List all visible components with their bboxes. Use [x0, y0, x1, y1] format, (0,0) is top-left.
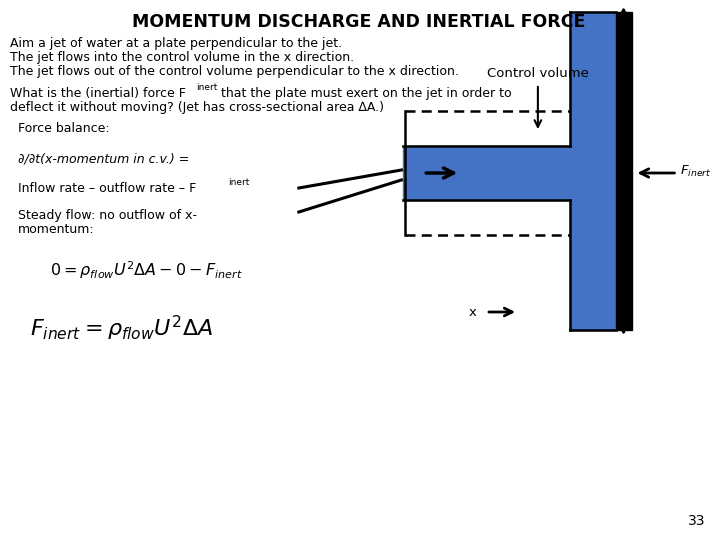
- Text: Inflow rate – outflow rate – F: Inflow rate – outflow rate – F: [18, 182, 196, 195]
- Text: deflect it without moving? (Jet has cross-sectional area ∆A.): deflect it without moving? (Jet has cros…: [10, 101, 384, 114]
- Text: $0 = \rho_{flow}U^{2}\Delta A - 0 - F_{inert}$: $0 = \rho_{flow}U^{2}\Delta A - 0 - F_{i…: [50, 259, 243, 281]
- Text: Control volume: Control volume: [487, 67, 589, 80]
- Text: $F_{inert} = \rho_{flow}U^{2}\Delta A$: $F_{inert} = \rho_{flow}U^{2}\Delta A$: [30, 314, 213, 343]
- Text: Force balance:: Force balance:: [18, 122, 109, 135]
- Text: What is the (inertial) force F: What is the (inertial) force F: [10, 87, 186, 100]
- Text: The jet flows out of the control volume perpendicular to the x direction.: The jet flows out of the control volume …: [10, 65, 459, 78]
- Text: Aim a jet of water at a plate perpendicular to the jet.: Aim a jet of water at a plate perpendicu…: [10, 37, 342, 50]
- Text: ∂/∂t(x-momentum in c.v.) =: ∂/∂t(x-momentum in c.v.) =: [18, 152, 189, 165]
- Text: 33: 33: [688, 514, 705, 528]
- Text: $F_{inert}$: $F_{inert}$: [680, 164, 712, 179]
- Text: MOMENTUM DISCHARGE AND INERTIAL FORCE: MOMENTUM DISCHARGE AND INERTIAL FORCE: [132, 13, 585, 31]
- Text: The jet flows into the control volume in the x direction.: The jet flows into the control volume in…: [10, 51, 354, 64]
- Text: inert: inert: [197, 83, 217, 92]
- Text: x: x: [468, 306, 476, 319]
- Text: momentum:: momentum:: [18, 223, 94, 236]
- Text: that the plate must exert on the jet in order to: that the plate must exert on the jet in …: [217, 87, 512, 100]
- Text: Steady flow: no outflow of x-: Steady flow: no outflow of x-: [18, 209, 197, 222]
- Text: inert: inert: [228, 178, 249, 187]
